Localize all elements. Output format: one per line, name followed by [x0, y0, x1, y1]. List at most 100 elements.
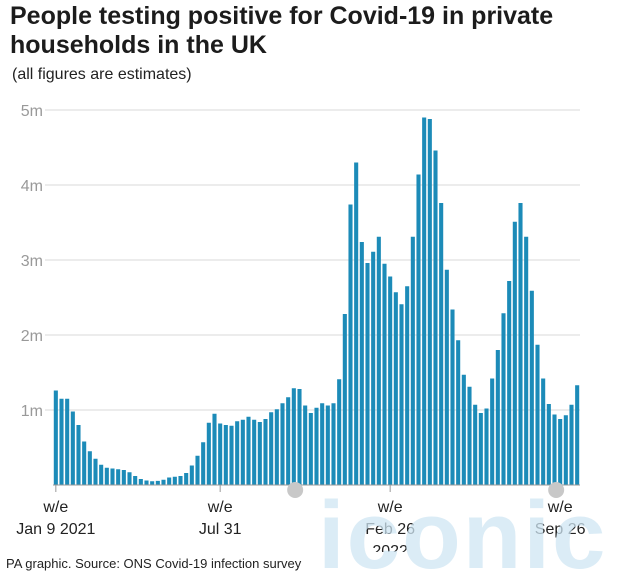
bar: [382, 263, 387, 485]
bar: [269, 412, 274, 485]
bar: [280, 403, 285, 485]
bar: [320, 403, 325, 485]
bar: [291, 388, 296, 485]
bar: [348, 204, 353, 485]
x-tick-label: w/e: [377, 499, 403, 516]
bar: [427, 119, 432, 485]
bar: [507, 281, 512, 485]
bar: [405, 286, 410, 485]
x-axis-labels: w/e Jan 9 2021 w/e Jul 31 w/e Feb 26 2022 w/e Se…: [16, 485, 586, 552]
source-note: PA graphic. Source: ONS Covid-19 infecti…: [6, 556, 302, 571]
x-tick-label: Sep 26: [535, 521, 586, 538]
bar: [461, 374, 466, 485]
bar: [569, 404, 574, 485]
bar: [371, 251, 376, 485]
bar: [246, 416, 251, 485]
bar: [501, 313, 506, 485]
bar: [495, 350, 500, 485]
bar: [563, 415, 568, 485]
bar: [535, 344, 540, 485]
bar-series: [53, 117, 580, 486]
y-tick-label: 1m: [21, 403, 43, 420]
bar: [121, 470, 126, 485]
bar-chart: 1m 2m 3m 4m 5m w/e Jan 9 2021 w/e Jul 31 w/e Feb …: [16, 103, 586, 552]
x-tick-label: Jan 9 2021: [16, 521, 95, 538]
bar: [439, 203, 444, 485]
bar: [144, 480, 149, 485]
axis-marker-dot: [548, 482, 565, 498]
bar: [212, 413, 217, 485]
bar: [433, 150, 438, 485]
bar: [252, 419, 257, 485]
y-tick-label: 2m: [21, 328, 43, 345]
bar: [422, 117, 427, 485]
chart-title: People testing positive for Covid-19 in …: [10, 2, 554, 59]
bar: [235, 421, 240, 485]
bar: [104, 467, 109, 485]
bar: [82, 441, 87, 485]
bar: [257, 422, 262, 485]
x-tick-label: w/e: [547, 499, 573, 516]
bar: [331, 403, 336, 485]
bar: [87, 451, 92, 485]
bar: [354, 162, 359, 485]
bar: [490, 378, 495, 485]
bar: [558, 419, 563, 485]
bar: [473, 404, 478, 485]
axis-marker-dot: [287, 482, 304, 498]
y-tick-label: 4m: [21, 178, 43, 195]
bar: [456, 340, 461, 485]
bar: [524, 236, 529, 485]
bar: [184, 473, 189, 485]
bar: [416, 174, 421, 485]
x-tick-label: 2022: [372, 543, 408, 552]
bar: [541, 378, 546, 485]
bar: [65, 398, 70, 485]
bar: [218, 423, 223, 485]
bar: [274, 409, 279, 485]
bar: [410, 236, 415, 485]
bar: [59, 398, 64, 485]
x-tick-label: w/e: [42, 499, 68, 516]
bar: [444, 269, 449, 485]
bar: [127, 472, 132, 485]
bar: [178, 476, 183, 485]
bar: [206, 422, 211, 485]
watermark-text: iconic: [318, 488, 607, 578]
bar: [240, 419, 245, 485]
bar: [138, 479, 143, 485]
bar: [529, 290, 534, 485]
bar: [76, 425, 81, 485]
bar: [189, 465, 194, 485]
bar: [116, 469, 121, 485]
x-tick-label: Jul 31: [199, 521, 242, 538]
bar: [223, 425, 228, 485]
y-tick-label: 5m: [21, 103, 43, 120]
bar: [467, 386, 472, 485]
bar: [359, 242, 364, 485]
bar: [575, 385, 580, 485]
bar: [478, 413, 483, 485]
bar: [195, 455, 200, 485]
x-axis-markers: [287, 482, 565, 498]
bar: [201, 442, 206, 485]
bar: [512, 221, 517, 485]
bar: [308, 413, 313, 485]
bar: [365, 263, 370, 485]
bar: [286, 397, 291, 485]
bar: [172, 476, 177, 485]
x-tick-label: w/e: [207, 499, 233, 516]
bar: [393, 292, 398, 485]
bar: [297, 389, 302, 485]
bar: [150, 481, 155, 485]
bar: [552, 414, 557, 485]
bar: [155, 480, 160, 486]
bar: [399, 304, 404, 485]
bar: [133, 476, 138, 485]
bar: [70, 411, 75, 485]
bar: [303, 405, 308, 485]
iconic-watermark: iconic: [318, 488, 607, 578]
bar: [546, 404, 551, 485]
y-axis-labels: 1m 2m 3m 4m 5m: [21, 103, 43, 420]
bar: [99, 464, 104, 485]
